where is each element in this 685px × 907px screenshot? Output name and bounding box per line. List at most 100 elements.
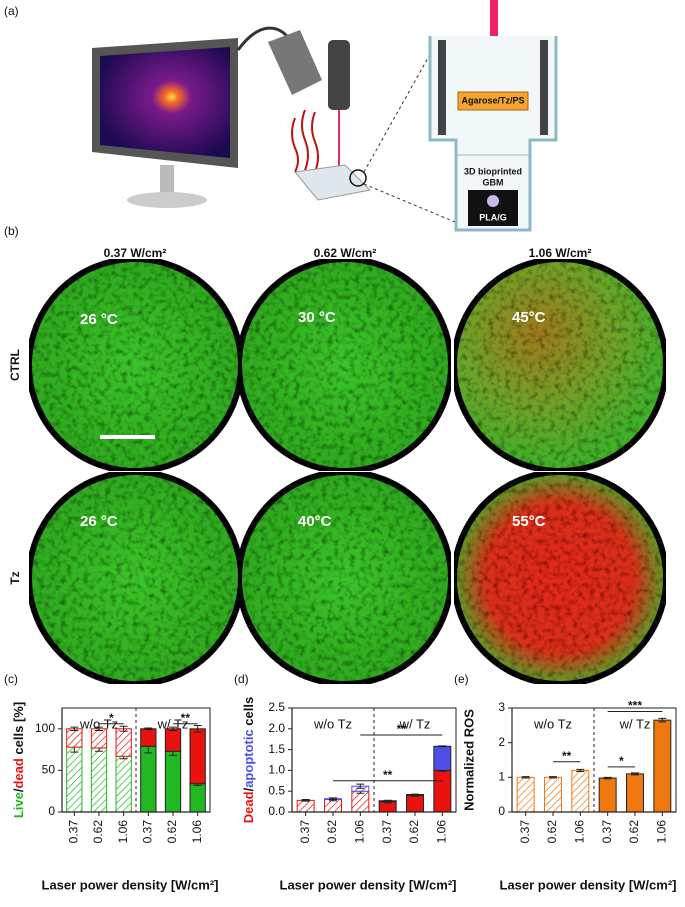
x-tick-label: 0.62 [325, 820, 339, 844]
well-highlight [349, 169, 367, 187]
row-label: Tz [8, 571, 22, 584]
error-bar [603, 776, 612, 780]
well-diagram [428, 36, 558, 232]
bar [433, 769, 452, 813]
bar [66, 746, 83, 813]
significance-label: * [109, 711, 114, 725]
x-tick-label: 0.37 [67, 820, 81, 844]
temperature-label: 55°C [512, 513, 546, 530]
y-axis-title-part: / [241, 787, 256, 791]
micrograph [236, 469, 454, 687]
x-tick-label: 0.62 [627, 820, 641, 844]
monitor-screen [100, 47, 230, 158]
group-label: w/o Tz [313, 716, 352, 731]
y-axis-title-part: dead [11, 758, 26, 788]
x-axis-title: Laser power density [W/cm²] [500, 877, 677, 892]
bar [653, 719, 672, 813]
y-tick-label: 0 [48, 804, 55, 818]
panel-a: (a) Agarose/Tz/PS 3D bioprinted GBM PLA/… [4, 0, 558, 232]
bar [115, 728, 132, 757]
panel-label: (e) [454, 672, 469, 686]
y-axis-title-part: apoptotic [241, 729, 256, 788]
panel-label: (c) [4, 672, 18, 686]
monitor-stand [160, 165, 174, 193]
y-tick-label: 2.5 [268, 700, 285, 714]
micrograph [236, 256, 454, 474]
camera [268, 30, 322, 95]
significance-label: * [619, 754, 624, 768]
x-axis-title: Laser power density [W/cm²] [280, 877, 457, 892]
error-bar [658, 717, 667, 723]
gbm-label: GBM [483, 177, 504, 187]
group-label: w/o Tz [533, 716, 572, 731]
error-bar [70, 726, 79, 731]
significance-label: ** [181, 711, 191, 725]
y-tick-label: 50 [42, 763, 56, 777]
bar [598, 777, 617, 813]
error-bar [193, 724, 202, 733]
micrograph [26, 469, 244, 687]
gbm-label: 3D bioprinted [464, 166, 522, 176]
group-label: w/ Tz [399, 716, 431, 731]
bar [189, 728, 206, 785]
significance-label: *** [628, 699, 642, 713]
x-tick-label: 0.37 [518, 820, 532, 844]
bar [164, 750, 182, 813]
error-bar [329, 797, 337, 801]
y-tick-label: 0.0 [268, 804, 285, 818]
panel-label: (b) [4, 224, 19, 238]
error-bar [144, 727, 153, 731]
laser [490, 0, 498, 58]
x-tick-label: 0.62 [91, 820, 105, 844]
bar [296, 799, 315, 813]
error-bar [438, 745, 447, 748]
x-tick-label: 0.37 [380, 820, 394, 844]
bar [544, 776, 562, 813]
group-label: w/ Tz [157, 716, 189, 731]
y-axis-title: Live/dead cells [%] [11, 702, 26, 818]
bar [406, 794, 424, 813]
x-tick-label: 0.62 [165, 820, 179, 844]
micrograph [451, 256, 669, 474]
y-tick-label: 2 [498, 735, 505, 749]
y-tick-label: 1 [498, 770, 505, 784]
bar [90, 728, 108, 749]
bar [66, 728, 83, 748]
agarose-layer [457, 91, 529, 111]
bar [433, 745, 452, 771]
x-tick-label: 1.06 [116, 820, 130, 844]
bar [189, 783, 206, 813]
y-axis-title: Dead/apoptotic cells [241, 697, 256, 823]
error-bar [549, 776, 557, 779]
y-tick-label: 1.5 [268, 742, 285, 756]
significance-label: ** [383, 768, 393, 782]
error-bar [521, 776, 530, 779]
y-tick-label: 1.0 [268, 763, 285, 777]
x-tick-label: 1.06 [353, 820, 367, 844]
micrograph [451, 469, 669, 687]
error-bar [356, 783, 365, 789]
heat-waves [291, 109, 319, 173]
temperature-label: 30 °C [298, 309, 336, 326]
bar [115, 755, 132, 813]
cell-cluster [487, 195, 499, 207]
y-tick-label: 0.5 [268, 783, 285, 797]
x-axis-title: Laser power density [W/cm²] [42, 877, 219, 892]
x-tick-label: 0.37 [298, 820, 312, 844]
bar [516, 776, 535, 813]
temperature-label: 26 °C [80, 311, 118, 328]
y-tick-label: 2.0 [268, 721, 285, 735]
laser-head [328, 40, 350, 110]
panel-label: (d) [234, 672, 249, 686]
x-tick-label: 0.62 [407, 820, 421, 844]
temperature-label: 26 °C [80, 513, 118, 530]
y-axis-title: Normalized ROS [461, 709, 476, 811]
x-tick-label: 0.37 [141, 820, 155, 844]
x-tick-label: 1.06 [573, 820, 587, 844]
error-bar [576, 768, 585, 772]
column-header: 1.06 W/cm² [529, 246, 592, 260]
group-label: w/ Tz [619, 716, 651, 731]
panel-label: (a) [4, 4, 19, 18]
column-header: 0.37 W/cm² [104, 246, 167, 260]
y-axis-title-part: cells [241, 697, 256, 730]
